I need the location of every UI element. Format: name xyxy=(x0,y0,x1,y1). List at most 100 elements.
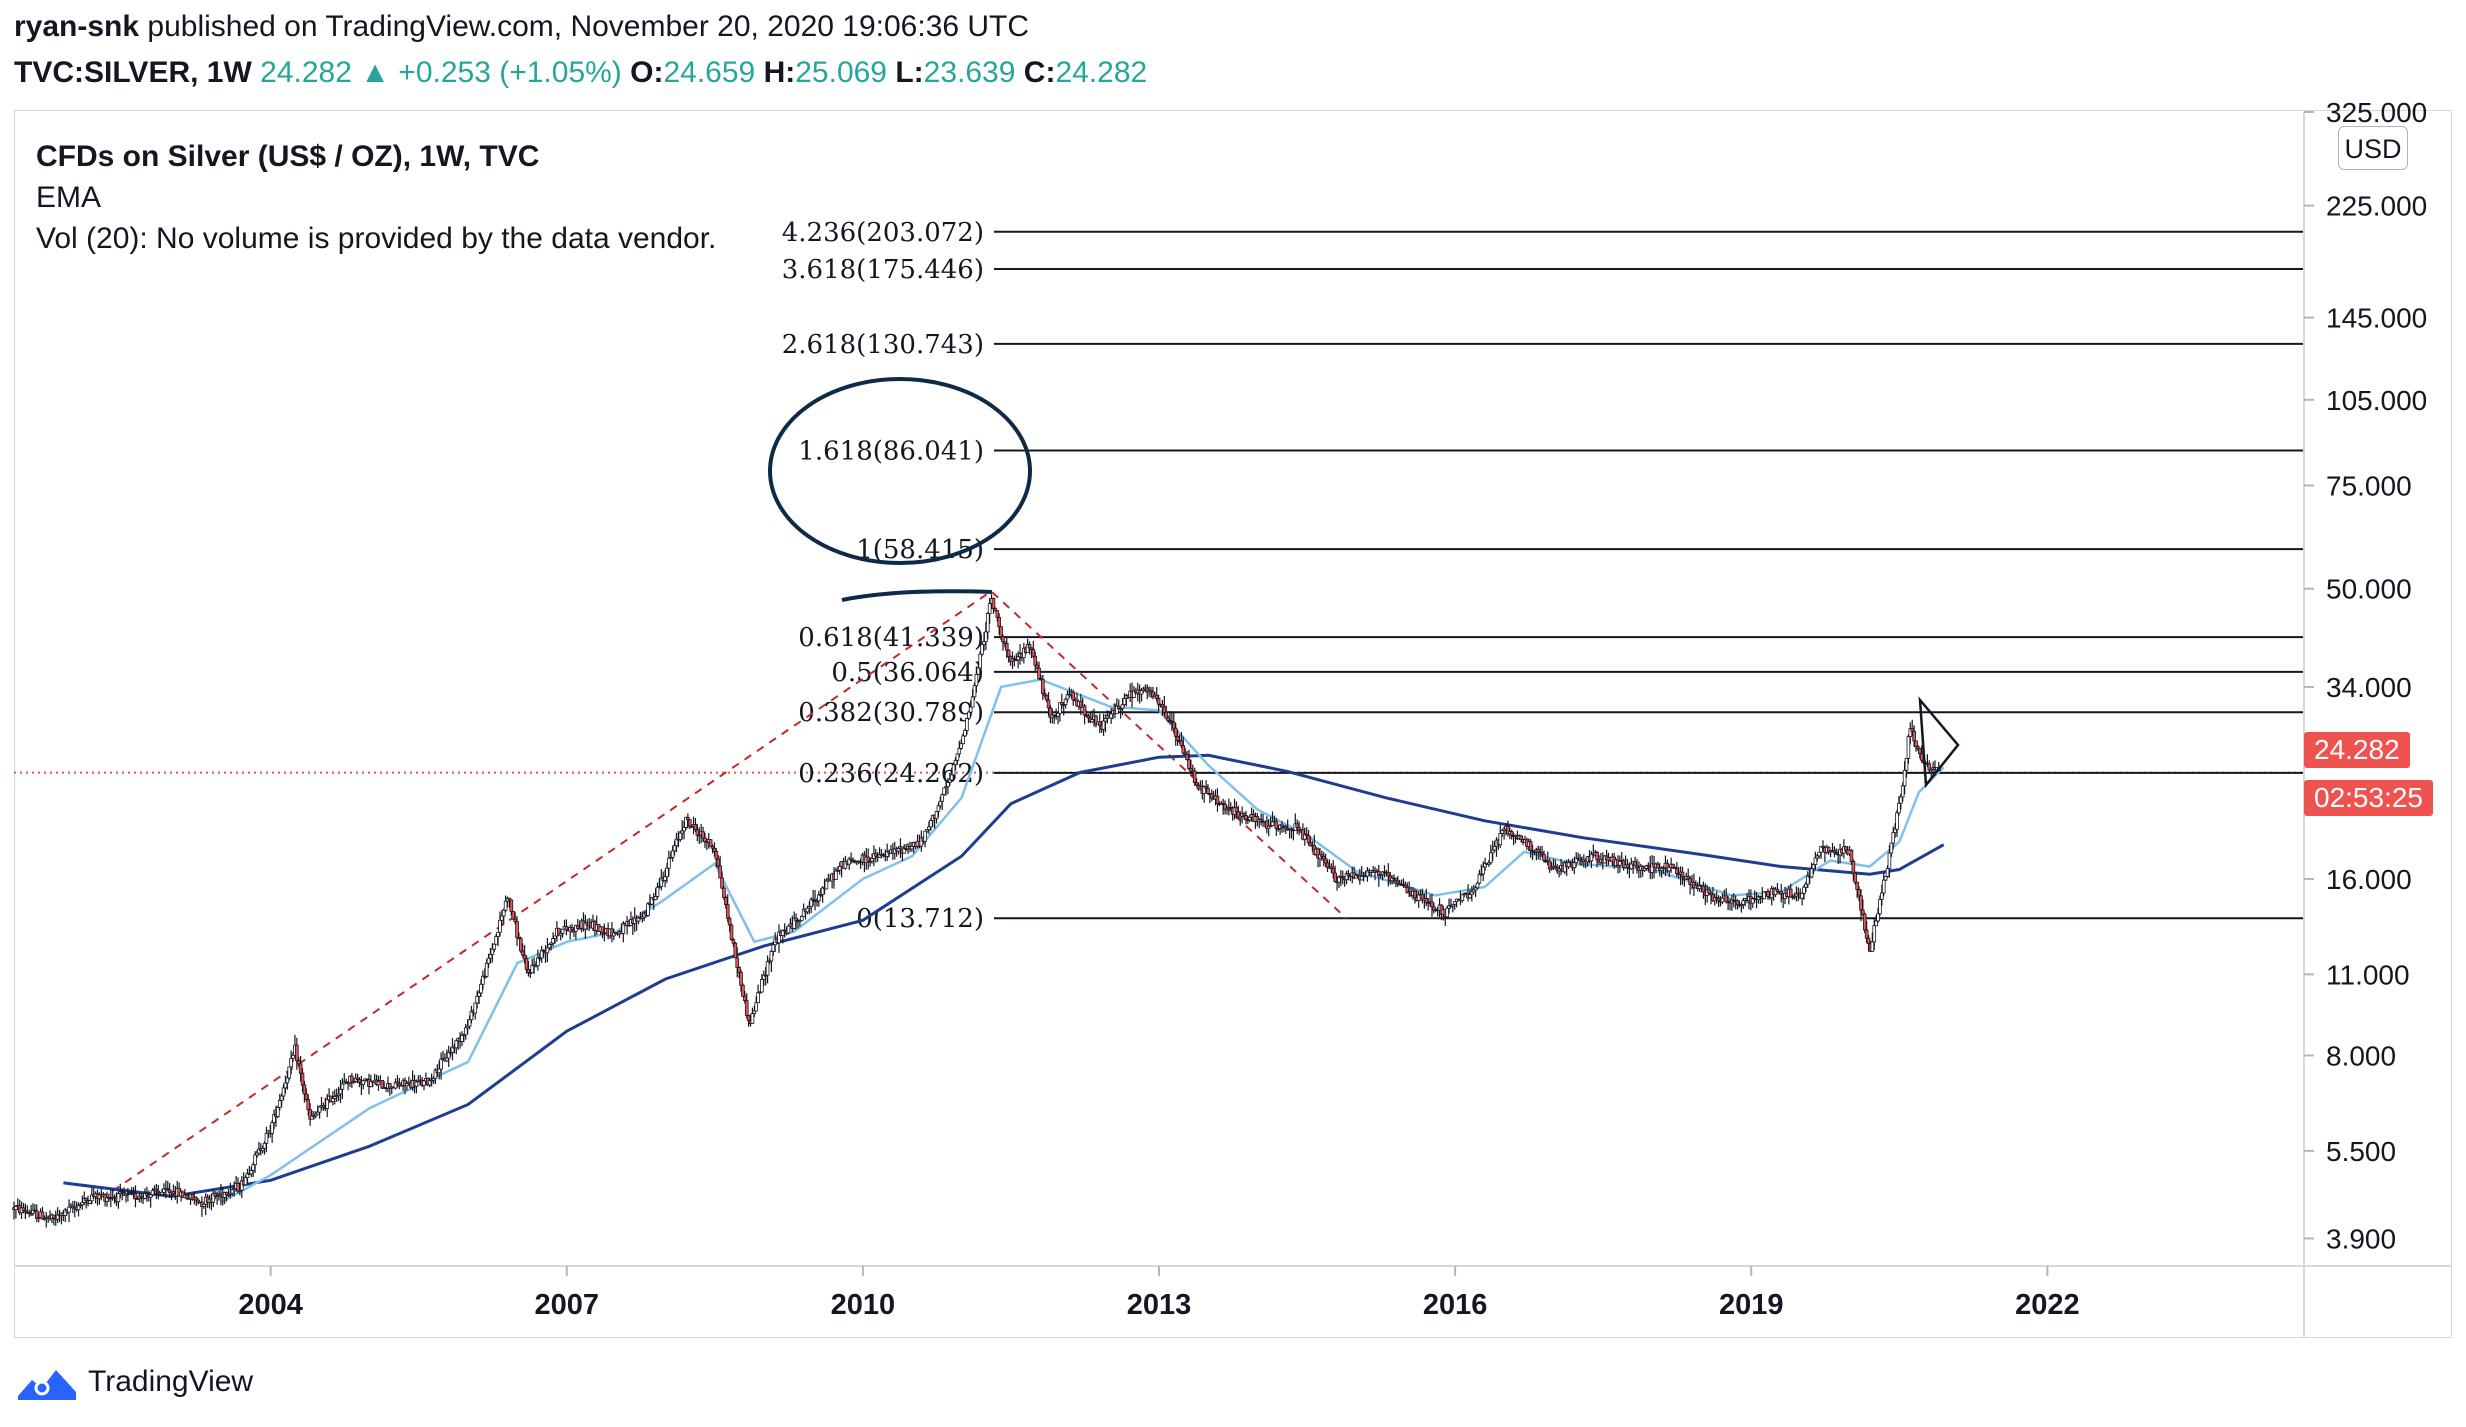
y-tick-label: 225.000 xyxy=(2326,191,2427,222)
candle-body xyxy=(507,897,512,901)
candle-body xyxy=(682,827,686,832)
candle-body xyxy=(463,1027,468,1036)
candle-body xyxy=(1862,913,1867,931)
candle-body xyxy=(693,824,698,831)
y-tick-label: 34.000 xyxy=(2326,672,2412,703)
fib-level-label: 0.5(36.064) xyxy=(831,658,984,688)
candle-body xyxy=(444,1057,449,1062)
candle-body xyxy=(1297,826,1301,831)
candle-body xyxy=(1809,868,1814,878)
candle-body xyxy=(1885,868,1890,877)
candle-body xyxy=(714,851,719,860)
candle-body xyxy=(1306,835,1311,844)
y-tick-label: 5.500 xyxy=(2326,1136,2396,1167)
candle-body xyxy=(488,954,493,959)
candle-body xyxy=(439,1058,443,1070)
price-change: +0.253 (+1.05%) xyxy=(398,56,622,89)
candle-body xyxy=(1331,868,1336,874)
candle-body xyxy=(1244,815,1248,821)
candle-body xyxy=(560,928,565,934)
author-name[interactable]: ryan-snk xyxy=(14,10,140,43)
candle-body xyxy=(737,967,741,973)
candle-body xyxy=(777,931,781,944)
candle-body xyxy=(817,894,821,902)
candle-body xyxy=(1016,656,1020,661)
candle-body xyxy=(1179,740,1184,747)
candle-body xyxy=(987,603,992,614)
candle-body xyxy=(1274,820,1279,829)
fib-level-label: 0.382(30.789) xyxy=(798,698,984,728)
candle-body xyxy=(798,920,802,923)
candle-body xyxy=(1595,852,1599,861)
candle-body xyxy=(733,942,738,959)
candle-body xyxy=(1872,925,1877,943)
candle-body xyxy=(1027,644,1032,649)
candle-body xyxy=(1811,864,1816,870)
candle-body xyxy=(923,830,927,842)
candle-body xyxy=(1046,699,1051,709)
candle-body xyxy=(1897,802,1901,814)
candle-body xyxy=(1927,763,1932,771)
candle-body xyxy=(1509,831,1514,836)
candle-body xyxy=(380,1080,385,1089)
pennant-annotation xyxy=(1918,696,1960,789)
footer-brand[interactable]: TradingView xyxy=(16,1362,253,1402)
candle-body xyxy=(1788,888,1793,898)
candle-body xyxy=(36,1217,41,1219)
y-tick-label: 50.000 xyxy=(2326,574,2412,605)
candle-body xyxy=(21,1207,26,1212)
candle-body xyxy=(1849,849,1854,862)
candle-body xyxy=(1870,941,1875,952)
candle-body xyxy=(955,753,960,761)
low-value: 23.639 xyxy=(923,56,1016,89)
candle-body xyxy=(1817,851,1821,857)
candle-body xyxy=(1483,863,1487,868)
candle-body xyxy=(725,904,730,919)
candle-body xyxy=(938,800,943,807)
candle-body xyxy=(515,921,519,938)
candle-body xyxy=(949,774,954,781)
candle-body xyxy=(957,748,962,755)
candle-body xyxy=(67,1206,71,1213)
candle-body xyxy=(289,1057,293,1068)
x-tick-label: 2019 xyxy=(1719,1289,1784,1321)
legend-ema[interactable]: EMA xyxy=(36,181,102,214)
candle-body xyxy=(1492,845,1497,851)
candle-body xyxy=(978,653,982,669)
candle-body xyxy=(995,610,1000,618)
candle-body xyxy=(716,858,721,867)
candle-body xyxy=(564,926,569,931)
currency-button[interactable]: USD xyxy=(2338,126,2408,170)
circle-annotation xyxy=(768,377,1032,565)
candle-body xyxy=(437,1068,441,1074)
candle-body xyxy=(1887,852,1892,869)
candle-body xyxy=(475,995,479,1004)
candle-body xyxy=(52,1214,56,1219)
candle-body xyxy=(1899,796,1903,804)
candle-body xyxy=(670,850,675,858)
candle-body xyxy=(1181,745,1186,754)
candle-body xyxy=(490,948,495,955)
candle-body xyxy=(270,1122,274,1134)
candle-body xyxy=(281,1087,286,1097)
candle-body xyxy=(1033,655,1038,666)
candle-body xyxy=(547,944,552,949)
candle-body xyxy=(526,968,531,974)
candle-body xyxy=(722,887,726,899)
candle-body xyxy=(536,957,540,967)
candle-body xyxy=(1234,807,1239,813)
candle-body xyxy=(196,1199,200,1203)
candle-body xyxy=(646,903,650,916)
candle-body xyxy=(1802,886,1806,894)
candle-body xyxy=(1724,895,1728,902)
candle-body xyxy=(1701,885,1706,893)
candle-body xyxy=(1295,823,1299,828)
candle-body xyxy=(1804,883,1808,888)
candle-body xyxy=(1572,862,1577,869)
candle-body xyxy=(974,673,979,687)
candle-body xyxy=(520,950,525,956)
candle-body xyxy=(1333,872,1337,882)
countdown-tag: 02:53:25 xyxy=(2304,780,2433,816)
candle-body xyxy=(338,1088,343,1095)
